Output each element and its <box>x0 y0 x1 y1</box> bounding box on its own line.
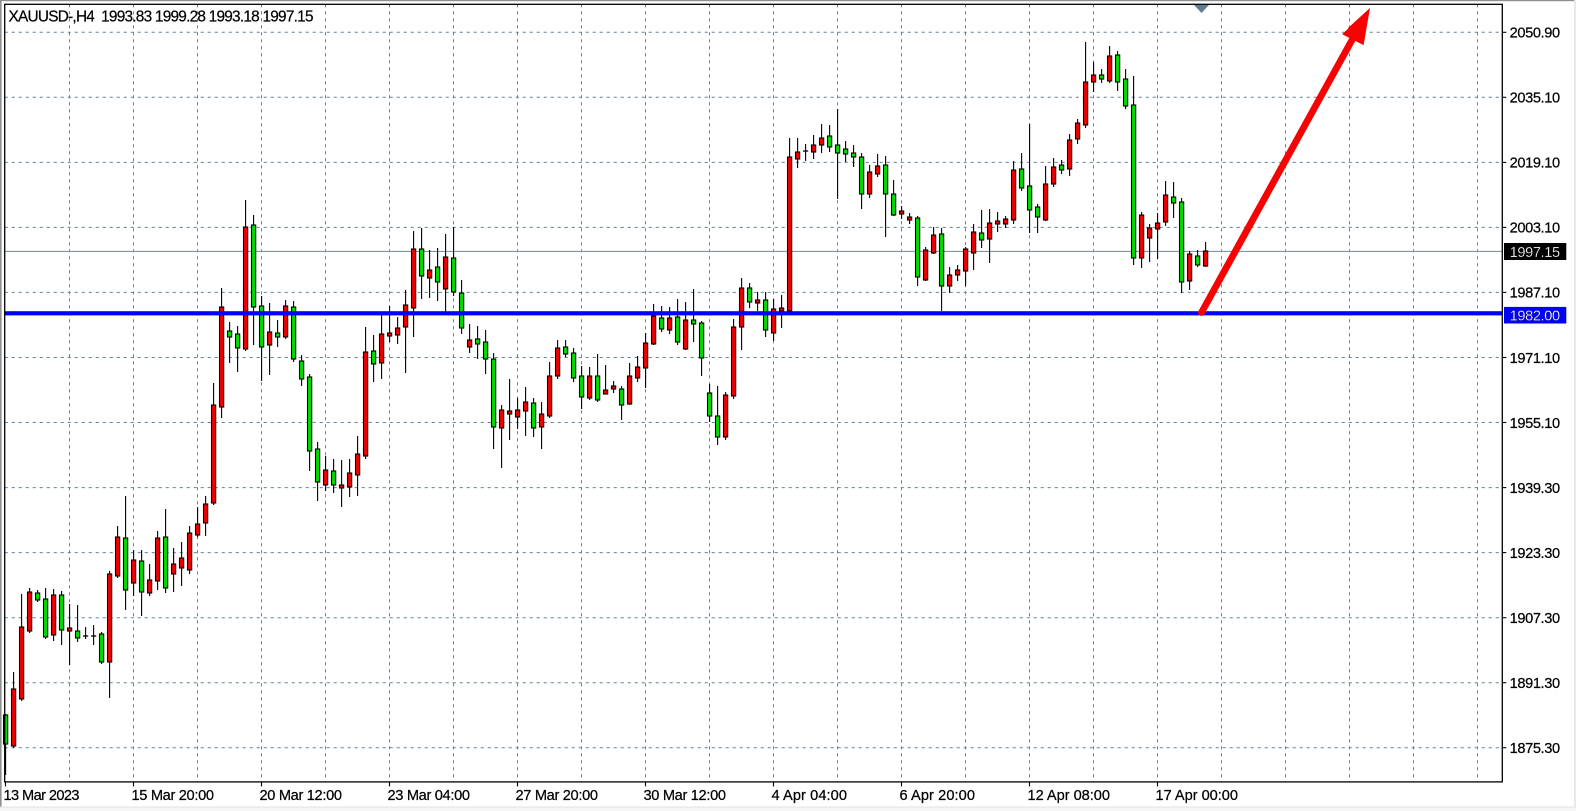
svg-text:17 Apr 00:00: 17 Apr 00:00 <box>1156 788 1239 804</box>
svg-text:2019.10: 2019.10 <box>1510 156 1561 172</box>
svg-text:30 Mar 12:00: 30 Mar 12:00 <box>644 788 727 804</box>
svg-text:1971.10: 1971.10 <box>1510 351 1561 367</box>
svg-text:1955.10: 1955.10 <box>1510 416 1561 432</box>
svg-text:2050.90: 2050.90 <box>1510 26 1561 42</box>
svg-text:6 Apr 20:00: 6 Apr 20:00 <box>900 788 976 804</box>
svg-text:2035.10: 2035.10 <box>1510 91 1561 107</box>
svg-text:1891.30: 1891.30 <box>1510 676 1561 692</box>
svg-text:1923.30: 1923.30 <box>1510 546 1561 562</box>
svg-text:13 Mar 2023: 13 Mar 2023 <box>4 788 80 804</box>
svg-text:XAUUSD-,H4 1993.83 1999.28 19: XAUUSD-,H4 1993.83 1999.28 1993.18 1997.… <box>9 9 314 26</box>
svg-text:15 Mar 20:00: 15 Mar 20:00 <box>132 788 215 804</box>
svg-text:20 Mar 12:00: 20 Mar 12:00 <box>260 788 343 804</box>
svg-text:1997.15: 1997.15 <box>1510 245 1561 261</box>
svg-text:1875.30: 1875.30 <box>1510 741 1561 757</box>
svg-text:1982.00: 1982.00 <box>1510 308 1561 324</box>
svg-text:12 Apr 08:00: 12 Apr 08:00 <box>1028 788 1111 804</box>
svg-text:1987.10: 1987.10 <box>1510 286 1561 302</box>
svg-text:4 Apr 04:00: 4 Apr 04:00 <box>772 788 848 804</box>
svg-text:1939.30: 1939.30 <box>1510 481 1561 497</box>
svg-text:2003.10: 2003.10 <box>1510 221 1561 237</box>
svg-text:1907.30: 1907.30 <box>1510 611 1561 627</box>
svg-text:23 Mar 04:00: 23 Mar 04:00 <box>388 788 471 804</box>
svg-text:27 Mar 20:00: 27 Mar 20:00 <box>516 788 599 804</box>
